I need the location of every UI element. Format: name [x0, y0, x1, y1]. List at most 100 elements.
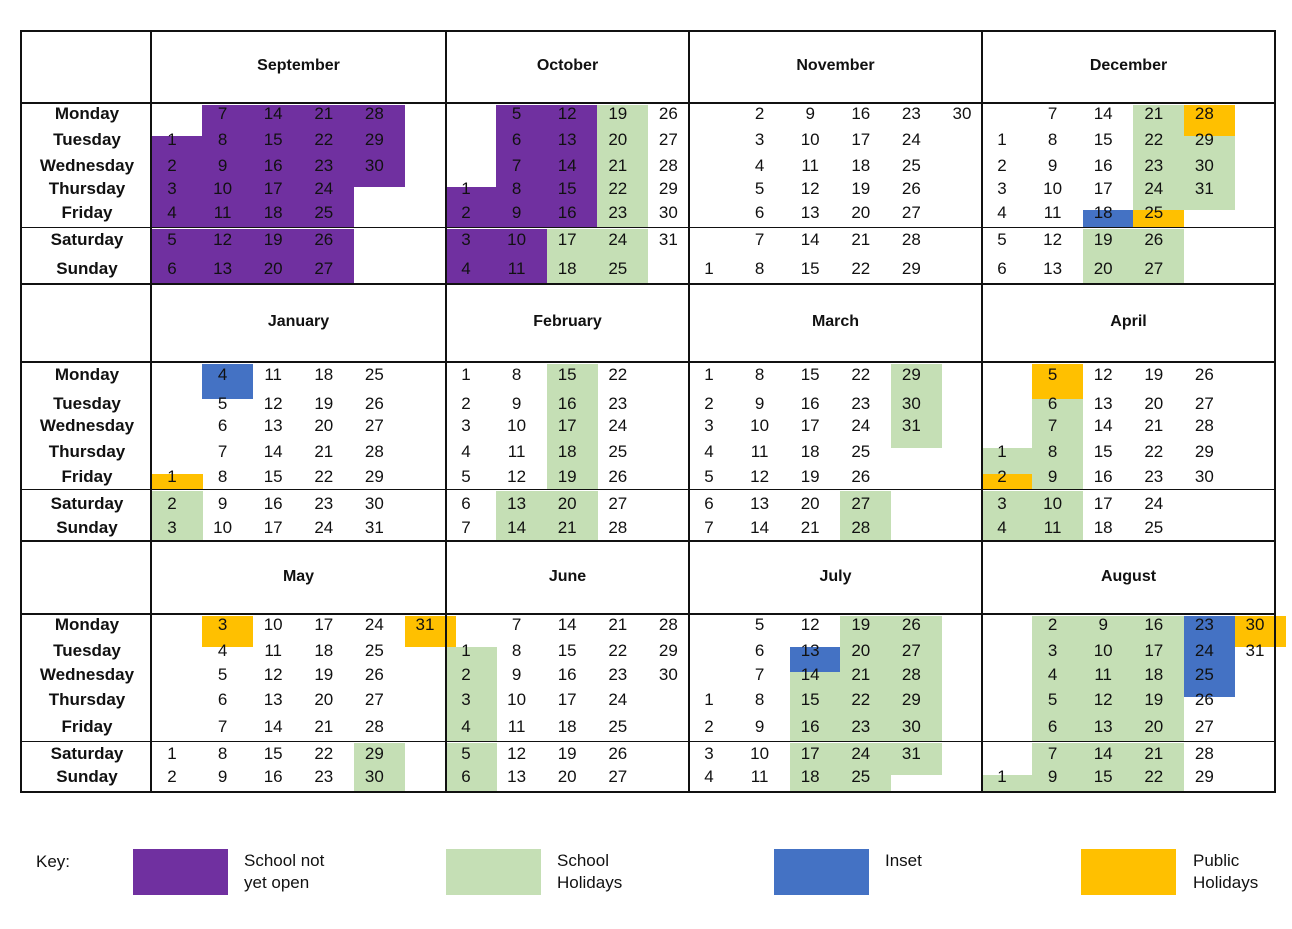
date-may-6: 6 [217, 690, 228, 709]
day-cell-august-10 [1082, 647, 1134, 672]
day-label-friday: Friday [61, 203, 113, 222]
date-september-4: 4 [167, 203, 177, 222]
date-december-17: 17 [1093, 179, 1113, 198]
date-december-26: 26 [1144, 230, 1164, 249]
date-july-17: 17 [800, 744, 820, 763]
day-label-tuesday: Tuesday [53, 130, 121, 149]
date-september-29: 29 [364, 130, 384, 149]
date-april-14: 14 [1093, 416, 1113, 435]
day-cell-february-15 [546, 364, 598, 399]
date-april-26: 26 [1194, 365, 1214, 384]
day-cell-april-9 [1032, 473, 1084, 490]
date-september-8: 8 [217, 130, 228, 149]
date-february-16: 16 [557, 394, 577, 413]
day-cell-september-24 [303, 186, 355, 210]
day-cell-april-11 [1032, 525, 1084, 541]
date-august-9: 9 [1098, 615, 1108, 634]
date-may-8: 8 [217, 744, 228, 763]
date-october-23: 23 [608, 203, 628, 222]
date-november-11: 11 [801, 156, 820, 175]
date-november-25: 25 [901, 156, 921, 175]
date-april-1: 1 [997, 442, 1007, 461]
day-cell-august-5 [1032, 696, 1084, 723]
day-cell-september-28 [353, 105, 405, 136]
day-cell-september-11 [202, 210, 254, 228]
day-cell-october-5 [496, 105, 548, 136]
date-april-2: 2 [997, 467, 1007, 486]
day-cell-september-12 [202, 229, 254, 264]
date-july-7: 7 [754, 665, 765, 684]
date-may-24: 24 [364, 615, 384, 634]
date-august-2: 2 [1047, 615, 1058, 634]
date-november-14: 14 [800, 230, 820, 249]
date-april-27: 27 [1194, 394, 1214, 413]
date-may-18: 18 [314, 641, 334, 660]
date-december-7: 7 [1047, 104, 1058, 123]
day-cell-september-7 [202, 105, 254, 136]
date-september-25: 25 [314, 203, 334, 222]
date-june-14: 14 [557, 615, 577, 634]
date-january-1: 1 [167, 467, 177, 486]
date-february-11: 11 [507, 442, 526, 461]
date-april-5: 5 [1047, 365, 1058, 384]
date-august-10: 10 [1093, 641, 1113, 660]
day-cell-august-7 [1032, 743, 1084, 775]
date-november-12: 12 [800, 179, 820, 198]
date-november-7: 7 [754, 230, 765, 249]
month-title-august: August [1100, 567, 1157, 585]
date-june-28: 28 [658, 615, 678, 634]
legend-label-holiday-1: School [557, 851, 609, 870]
date-may-19: 19 [314, 665, 334, 684]
day-cell-february-13 [496, 491, 548, 525]
date-october-14: 14 [557, 156, 577, 175]
day-cell-august-2 [1032, 616, 1084, 647]
day-cell-march-30 [890, 398, 942, 424]
date-august-22: 22 [1144, 767, 1164, 786]
date-april-24: 24 [1144, 494, 1164, 513]
date-may-21: 21 [314, 717, 334, 736]
day-cell-august-6 [1032, 722, 1084, 742]
day-cell-july-29 [890, 696, 942, 723]
date-november-27: 27 [901, 203, 921, 222]
date-august-27: 27 [1194, 717, 1214, 736]
date-october-26: 26 [658, 104, 678, 123]
date-march-22: 22 [851, 365, 871, 384]
date-may-17: 17 [314, 615, 334, 634]
date-december-30: 30 [1194, 156, 1214, 175]
day-label-monday: Monday [54, 365, 120, 384]
date-september-2: 2 [167, 156, 177, 175]
date-august-14: 14 [1093, 744, 1113, 763]
date-october-8: 8 [511, 179, 522, 198]
date-may-14: 14 [263, 717, 283, 736]
day-cell-may-29 [353, 743, 405, 775]
date-january-21: 21 [314, 442, 334, 461]
date-april-23: 23 [1144, 467, 1164, 486]
date-december-29: 29 [1194, 130, 1214, 149]
date-october-25: 25 [608, 259, 628, 278]
day-cell-october-12 [546, 105, 598, 136]
date-december-6: 6 [997, 259, 1007, 278]
date-june-17: 17 [557, 690, 577, 709]
day-cell-december-26 [1133, 229, 1185, 264]
day-cell-february-17 [546, 424, 598, 448]
day-cell-august-15 [1082, 774, 1134, 792]
date-march-9: 9 [754, 394, 765, 413]
day-cell-october-4 [445, 263, 497, 284]
day-cell-june-1 [445, 647, 497, 672]
day-cell-september-19 [252, 229, 304, 264]
date-july-16: 16 [800, 717, 820, 736]
date-june-15: 15 [557, 641, 577, 660]
date-september-14: 14 [263, 104, 283, 123]
date-october-30: 30 [658, 203, 678, 222]
date-july-2: 2 [704, 717, 714, 736]
day-cell-january-4 [202, 364, 254, 399]
month-divider-2 [688, 30, 690, 793]
date-july-10: 10 [750, 744, 770, 763]
date-september-27: 27 [314, 259, 334, 278]
day-cell-september-18 [252, 210, 304, 228]
date-december-27: 27 [1144, 259, 1164, 278]
date-march-3: 3 [704, 416, 714, 435]
date-february-3: 3 [461, 416, 471, 435]
date-february-19: 19 [557, 467, 577, 486]
date-march-27: 27 [851, 494, 871, 513]
